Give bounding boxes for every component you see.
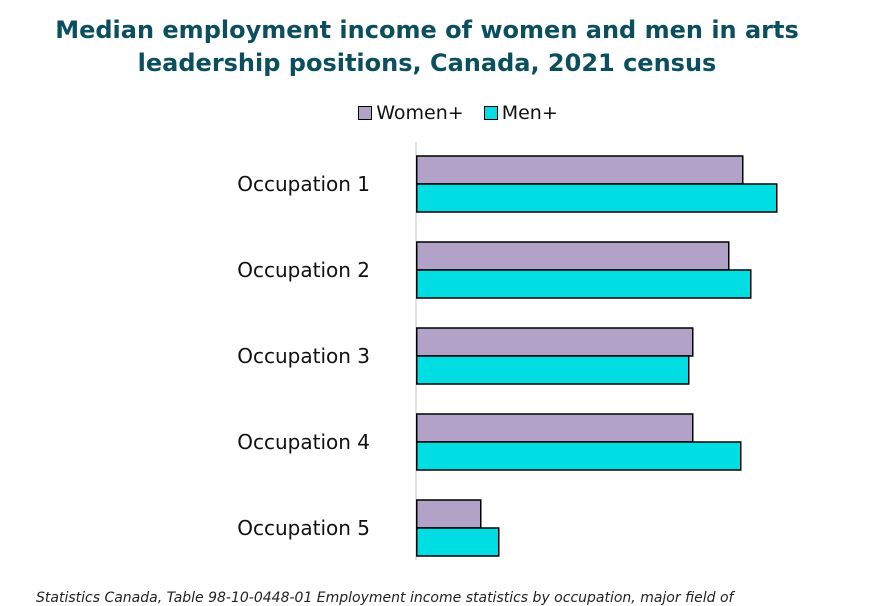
bar-men-occupation-2: [416, 269, 752, 299]
category-label-occupation-1: Occupation 1: [237, 172, 370, 196]
category-label-occupation-3: Occupation 3: [237, 344, 370, 368]
bar-men-occupation-1: [416, 183, 778, 213]
bars-group: [416, 155, 778, 557]
chart-title: Median employment income of women and me…: [0, 14, 854, 80]
legend-item-men: Men+: [483, 102, 558, 124]
chart-title-line-2: leadership positions, Canada, 2021 censu…: [137, 49, 717, 77]
category-label-occupation-2: Occupation 2: [237, 258, 370, 282]
bar-men-occupation-4: [416, 441, 742, 471]
legend-swatch-women: [358, 106, 373, 120]
legend-label-women: Women+: [376, 102, 464, 124]
category-label-occupation-4: Occupation 4: [237, 430, 370, 454]
bar-women-occupation-1: [416, 155, 744, 185]
legend-label-men: Men+: [501, 102, 558, 124]
bar-women-occupation-4: [416, 413, 694, 443]
bar-women-occupation-5: [416, 499, 482, 529]
bar-men-occupation-5: [416, 527, 500, 557]
legend-swatch-men: [483, 106, 498, 120]
source-note: Statistics Canada, Table 98-10-0448-01 E…: [36, 590, 734, 606]
legend-item-women: Women+: [358, 102, 464, 124]
bar-women-occupation-3: [416, 327, 694, 357]
chart-legend: Women+ Men+: [0, 102, 884, 124]
category-labels: Occupation 1 Occupation 2 Occupation 3 Occu…: [237, 172, 370, 540]
category-label-occupation-5: Occupation 5: [237, 516, 370, 540]
bar-women-occupation-2: [416, 241, 730, 271]
bar-men-occupation-3: [416, 355, 690, 385]
chart-title-line-1: Median employment income of women and me…: [55, 16, 799, 44]
